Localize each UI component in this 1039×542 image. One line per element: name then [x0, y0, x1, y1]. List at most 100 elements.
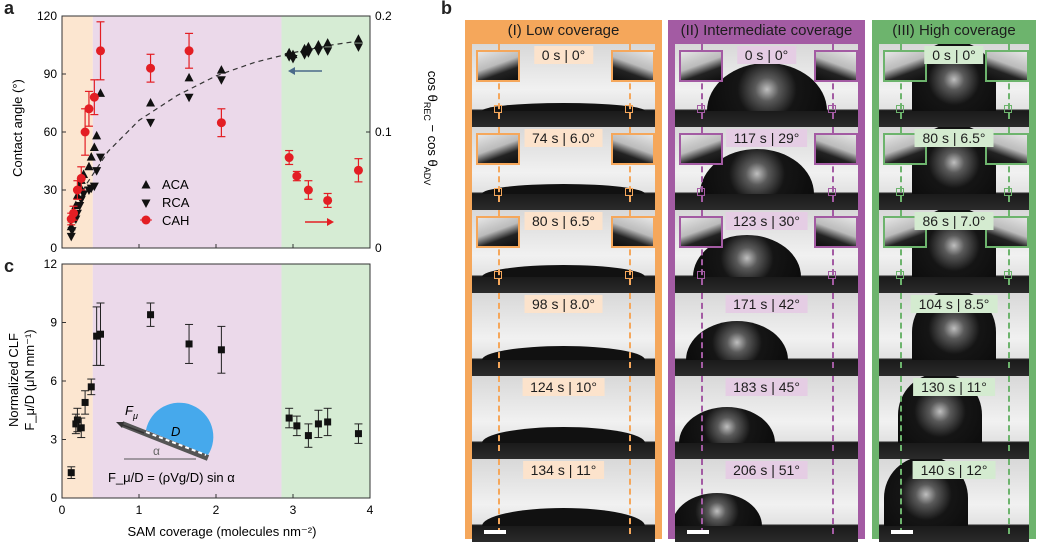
- droplet-frame-high-4: 130 s | 11°: [879, 376, 1029, 459]
- clf-inset-illustration: Fμ D α F_μ/D = (ρVg/D) sin α: [108, 402, 235, 485]
- aca-point: [323, 38, 333, 47]
- tick-label-c-x: 0: [59, 503, 66, 517]
- tick-label-a-left: 90: [44, 67, 58, 81]
- contact-line-marker-right: [1004, 105, 1012, 113]
- tick-label-a-right: 0: [375, 241, 382, 255]
- contact-line-zoom-inset-right: [611, 50, 655, 82]
- arrowhead-left-axis: [288, 67, 295, 75]
- clf-point: [324, 418, 332, 426]
- legend-aca-label: ACA: [162, 177, 189, 192]
- droplet-frame-intermediate-2: 123 s | 30°: [675, 210, 858, 293]
- tick-label-c-x: 3: [290, 503, 297, 517]
- inset-d-label: D: [171, 424, 180, 439]
- contact-line-zoom-inset-left: [679, 133, 723, 165]
- droplet-frame-intermediate-4: 183 s | 45°: [675, 376, 858, 459]
- scale-bar: [891, 530, 913, 534]
- droplet-image: [482, 184, 645, 194]
- panel-a-ylabel-left: Contact angle (°): [10, 79, 25, 177]
- contact-line-marker-left: [696, 105, 705, 113]
- droplet-image: [482, 103, 645, 111]
- frame-time-angle-label: 206 s | 51°: [725, 461, 808, 479]
- droplet-frame-high-0: 0 s | 0°: [879, 44, 1029, 127]
- aca-point: [216, 65, 226, 74]
- frame-time-angle-label: 183 s | 45°: [725, 378, 808, 396]
- contact-line-marker-left: [896, 188, 904, 196]
- frame-time-angle-label: 140 s | 12°: [912, 461, 996, 479]
- panel-letter-a: a: [4, 0, 15, 18]
- frame-time-angle-label: 171 s | 42°: [725, 295, 808, 313]
- aca-point: [313, 40, 323, 49]
- cah-point: [323, 195, 333, 205]
- rca-point: [96, 153, 105, 163]
- panel-letter-b: b: [441, 0, 452, 18]
- guide-dashed-line: [497, 459, 500, 534]
- contact-line-marker-left: [896, 105, 904, 113]
- droplet-image: [706, 63, 827, 111]
- aca-point: [84, 161, 94, 171]
- guide-dashed-line: [900, 376, 902, 451]
- droplet-frame-high-3: 104 s | 8.5°: [879, 293, 1029, 376]
- contact-line-marker-left: [696, 188, 705, 196]
- cah-point: [184, 46, 194, 56]
- contact-line-zoom-inset-left: [476, 133, 520, 165]
- force-arrowhead: [116, 422, 124, 428]
- frame-time-angle-label: 134 s | 11°: [522, 461, 605, 479]
- rca-point: [184, 93, 194, 103]
- rca-point: [146, 118, 156, 128]
- cah-point: [76, 173, 86, 183]
- inset-equation: F_μ/D = (ρVg/D) sin α: [108, 470, 235, 485]
- rca-point: [303, 49, 313, 58]
- contact-line-marker-right: [625, 271, 634, 279]
- rca-point: [216, 76, 226, 85]
- tick-label-c-x: 1: [136, 503, 143, 517]
- droplet-frame-intermediate-0: 0 s | 0°: [675, 44, 858, 127]
- legend-rca-marker: [141, 199, 151, 208]
- clf-point: [285, 414, 293, 422]
- cah-point: [284, 153, 294, 163]
- droplet-frame-low-1: 74 s | 6.0°: [472, 127, 655, 210]
- aca-point: [89, 142, 99, 151]
- contact-line-zoom-inset-left: [476, 216, 520, 248]
- guide-dashed-line: [1008, 459, 1010, 534]
- clf-point: [87, 383, 95, 391]
- panel-c-ylabel-2: F_μ/D (μN mm⁻¹): [22, 329, 37, 430]
- droplet-image: [482, 346, 645, 360]
- panel-a-ylabel-right: cos θREC − cos θADV: [422, 71, 440, 186]
- contact-line-zoom-inset-left: [883, 133, 927, 165]
- frame-time-angle-label: 98 s | 8.0°: [524, 295, 603, 313]
- clf-point: [77, 424, 85, 432]
- tick-label-c-y: 12: [44, 257, 58, 271]
- frame-time-angle-label: 80 s | 6.5°: [914, 129, 994, 147]
- scale-bar: [687, 530, 709, 534]
- tick-label-a-left: 120: [37, 9, 57, 23]
- contact-line-zoom-inset-left: [476, 50, 520, 82]
- tick-label-c-y: 6: [50, 374, 57, 388]
- charts-a-c: Contact angle (°) cos θREC − cos θADV No…: [6, 9, 440, 539]
- rca-point: [89, 182, 99, 192]
- droplet-frame-high-2: 86 s | 7.0°: [879, 210, 1029, 293]
- guide-dashed-line: [832, 459, 835, 534]
- droplet-frame-high-5: 140 s | 12°: [879, 459, 1029, 542]
- clf-point: [185, 340, 193, 348]
- contact-line-marker-right: [625, 188, 634, 196]
- rca-point: [353, 43, 363, 52]
- clf-point: [72, 420, 80, 428]
- contact-line-marker-right: [828, 271, 837, 279]
- clf-point: [217, 346, 225, 354]
- cah-point: [89, 92, 99, 102]
- column-title-intermediate: (II) Intermediate coverage: [680, 22, 853, 39]
- droplet-image: [482, 427, 645, 443]
- contact-line-marker-left: [493, 188, 502, 196]
- panel-letter-c: c: [4, 256, 15, 276]
- aca-point: [353, 34, 363, 43]
- inset-alpha-label: α: [153, 444, 160, 458]
- contact-line-zoom-inset-right: [814, 50, 858, 82]
- contact-line-marker-left: [493, 105, 502, 113]
- droplet-frame-low-3: 98 s | 8.0°: [472, 293, 655, 376]
- frame-time-angle-label: 0 s | 0°: [924, 46, 984, 64]
- cah-point: [303, 185, 313, 195]
- panel-c-xlabel: SAM coverage (molecules nm⁻²): [128, 524, 317, 539]
- cah-point: [353, 165, 363, 175]
- region-high-c: [281, 264, 370, 498]
- guide-dashed-line: [700, 293, 703, 368]
